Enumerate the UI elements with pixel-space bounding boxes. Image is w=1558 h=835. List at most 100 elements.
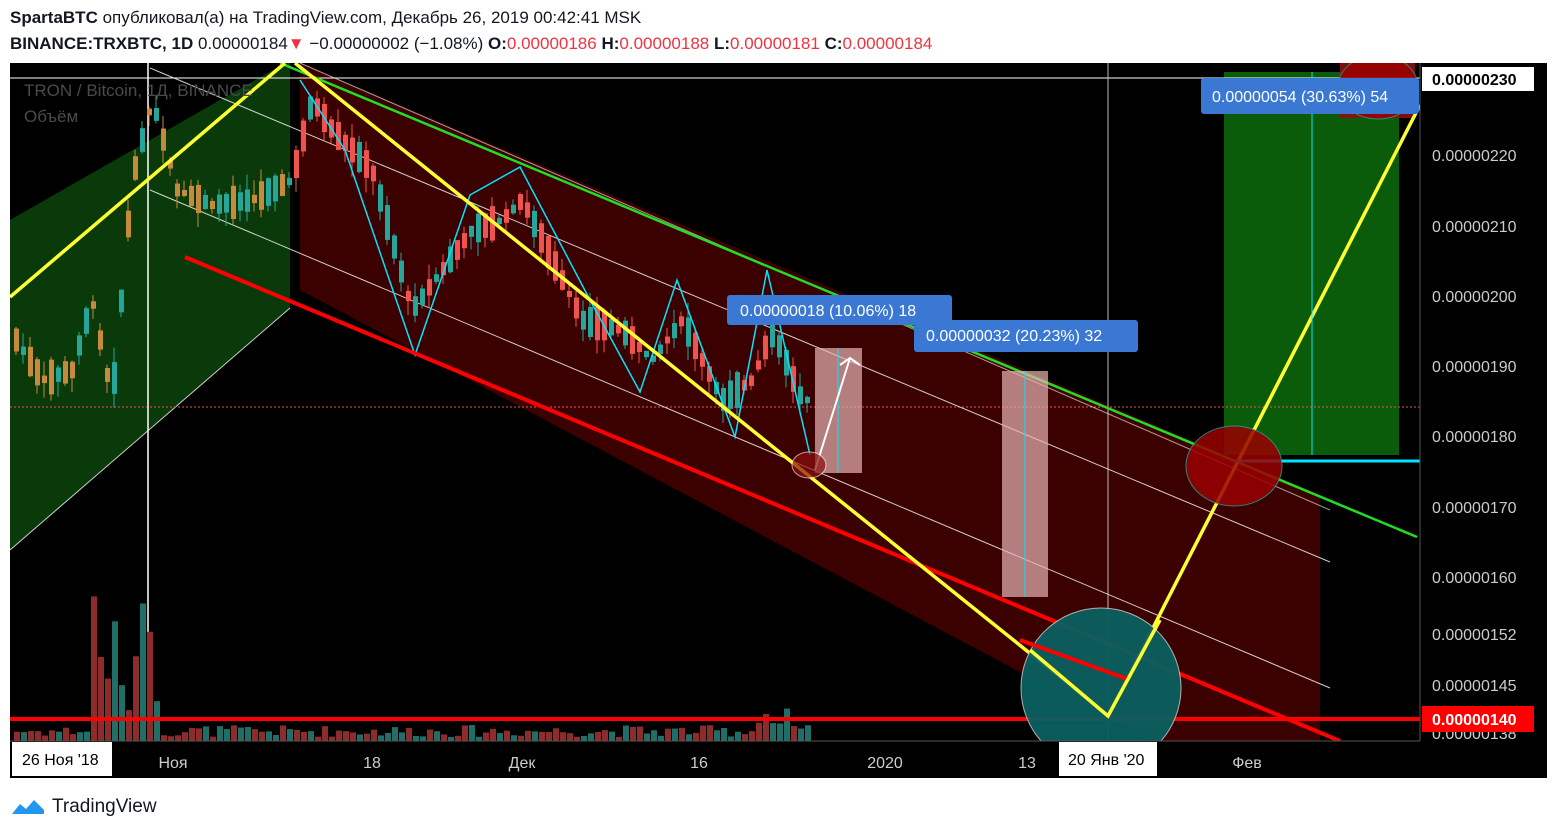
candle-body <box>413 296 418 316</box>
author-name[interactable]: SpartaBTC <box>10 8 98 27</box>
y-tick-label: 0.00000160 <box>1432 570 1517 587</box>
y-tick-label: 0.00000180 <box>1432 429 1517 446</box>
price-chart-svg[interactable]: TRON / Bitcoin, 1Д, BINANCE Объём 0.0000… <box>10 63 1547 778</box>
candle-body <box>420 288 425 305</box>
volume-bar <box>287 729 293 741</box>
candle-body <box>399 260 404 283</box>
candle-body <box>693 332 698 360</box>
candle-body <box>532 210 537 238</box>
lower-trendline-overlay <box>1019 638 1131 682</box>
volume-bar <box>651 730 657 741</box>
candle-body <box>203 194 208 210</box>
candle-body <box>406 290 411 302</box>
close-label: C: <box>824 34 843 53</box>
volume-bar <box>672 728 678 741</box>
mid-channel-line-2 <box>149 189 1331 689</box>
x-cursor-tag-left <box>12 742 112 776</box>
volume-bar <box>497 733 503 741</box>
volume-bar <box>756 722 762 741</box>
x-tick-label: 13 <box>1018 755 1036 772</box>
candle-body <box>49 359 54 395</box>
candle-body <box>469 225 474 237</box>
volume-bar <box>133 656 139 741</box>
volume-bar <box>91 596 97 741</box>
volume-bar <box>70 734 76 741</box>
volume-bar <box>490 728 496 741</box>
candle-body <box>630 326 635 354</box>
x-axis-panel[interactable] <box>10 741 1420 778</box>
candle-body <box>595 307 600 341</box>
candle-body <box>385 205 390 240</box>
price-change: −0.00000002 (−1.08%) <box>309 34 484 53</box>
measure-text-3: 0.00000054 (30.63%) 54 <box>1212 89 1388 106</box>
touch-ellipse <box>791 451 827 479</box>
chart-area[interactable]: TRON / Bitcoin, 1Д, BINANCE Объём 0.0000… <box>10 63 1547 778</box>
volume-bar <box>728 736 734 741</box>
candle-body <box>91 301 96 309</box>
symbol-name: BINANCE:TRXBTC, 1D <box>10 34 194 53</box>
last-price: 0.00000184 <box>197 34 288 53</box>
volume-bar <box>364 733 370 741</box>
volume-bar <box>539 731 545 741</box>
volume-bar <box>42 735 48 741</box>
y-axis-panel[interactable] <box>1420 63 1547 778</box>
candle-body <box>21 346 26 355</box>
candle-body <box>224 193 229 213</box>
candle-body <box>357 141 362 173</box>
volume-bar <box>546 731 552 741</box>
y-tick-label: 0.00000190 <box>1432 359 1517 376</box>
candle-body <box>609 319 614 336</box>
candle-body <box>791 366 796 392</box>
volume-bar <box>420 736 426 741</box>
arrow-head-icon <box>839 356 861 366</box>
candle-body <box>308 96 313 120</box>
candle-body <box>140 128 145 152</box>
candle-body <box>301 120 306 152</box>
volume-bar <box>371 729 377 741</box>
volume-bar <box>56 731 62 741</box>
candle-body <box>644 350 649 358</box>
x-tick-label: Фев <box>1232 755 1262 772</box>
volume-bar <box>770 723 776 741</box>
volume-bar <box>476 736 482 741</box>
candle-body <box>581 310 586 330</box>
candle-body <box>553 251 558 281</box>
candle-body <box>336 122 341 150</box>
volume-bar <box>84 731 90 741</box>
volume-bar <box>189 727 195 741</box>
candle-body <box>392 235 397 259</box>
candle-body <box>427 279 432 296</box>
volume-bar <box>504 730 510 741</box>
footer-brand[interactable]: TradingView <box>10 796 157 818</box>
candle-body <box>287 177 292 186</box>
candle-body <box>525 202 530 218</box>
candle-body <box>665 336 670 344</box>
x-axis-ticks: Ноя 18 Дек 16 2020 13 Фев <box>158 755 1261 772</box>
candle-body <box>763 335 768 360</box>
volume-bar <box>679 727 685 741</box>
candle-body <box>784 349 789 376</box>
candle-body <box>672 323 677 339</box>
candle-body <box>28 346 33 377</box>
x-tick-label: Ноя <box>158 755 187 772</box>
published-text: опубликовал(а) на TradingView.com, Декаб… <box>102 8 642 27</box>
volume-bar <box>413 735 419 741</box>
volume-bar <box>392 727 398 741</box>
volume-bar <box>742 734 748 741</box>
volume-bar <box>721 727 727 741</box>
measure-text-1: 0.00000018 (10.06%) 18 <box>740 303 916 320</box>
volume-bar <box>322 726 328 741</box>
candle-body <box>686 317 691 347</box>
volume-bar <box>210 736 216 741</box>
volume-bar <box>77 732 83 741</box>
y-tick-label: 0.00000170 <box>1432 500 1517 517</box>
candle-body <box>350 137 355 163</box>
y-tick-label: 0.00000145 <box>1432 678 1517 695</box>
bottom-circle <box>1020 607 1182 741</box>
volume-bar <box>154 701 160 741</box>
x-cursor-tag-right <box>1059 742 1157 776</box>
y-tick-label: 0.00000152 <box>1432 627 1517 644</box>
candle-body <box>721 387 726 411</box>
candle-body <box>546 236 551 268</box>
volume-bar <box>175 735 181 741</box>
